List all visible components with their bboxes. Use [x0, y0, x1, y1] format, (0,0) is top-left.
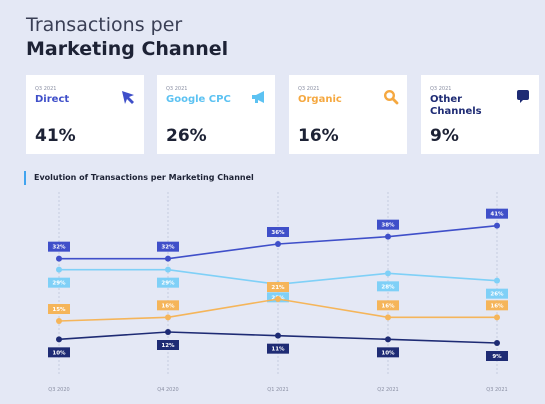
data-label: 15%	[52, 307, 66, 313]
line-chart: Q3 2020 Q4 2020 Q1 2021 Q2 2021 Q3 2021 32% 32…	[48, 192, 508, 393]
data-label-box	[157, 340, 179, 350]
data-point	[385, 270, 391, 277]
data-label-box	[486, 351, 508, 361]
data-label: 16%	[161, 303, 175, 309]
data-label: 16%	[490, 303, 504, 309]
x-tick-label: Q3 2021	[486, 387, 507, 393]
data-point	[165, 314, 171, 321]
data-label: 36%	[271, 230, 285, 236]
data-point	[275, 241, 281, 247]
card-period: Q3 2021	[166, 86, 188, 92]
x-tick-label: Q2 2021	[377, 387, 398, 393]
data-label-box	[486, 288, 508, 299]
card-period: Q3 2021	[298, 86, 320, 92]
data-label: 16%	[381, 303, 395, 309]
data-point	[385, 336, 391, 343]
data-point	[165, 266, 171, 273]
data-label: 12%	[161, 343, 175, 349]
data-label-box	[377, 347, 399, 358]
data-label: 9%	[492, 354, 502, 360]
data-label-box	[157, 241, 179, 252]
search-icon	[383, 89, 399, 105]
data-point	[56, 255, 62, 262]
data-label: 38%	[381, 223, 395, 229]
card-name: Organic	[298, 94, 342, 105]
data-label-box	[267, 343, 289, 354]
kpi-card-google-cpc[interactable]: Q3 2021 Google CPC 26%	[157, 75, 275, 154]
data-label-box	[377, 281, 399, 292]
data-label-box	[48, 277, 70, 288]
data-point	[165, 255, 171, 262]
card-value: 41%	[35, 126, 76, 146]
card-name: Direct	[35, 94, 70, 105]
page-title-line1: Transactions per	[26, 14, 183, 36]
card-value: 26%	[166, 126, 207, 146]
page-title-line2: Marketing Channel	[26, 38, 229, 60]
data-label: 21%	[271, 285, 285, 291]
data-label-box	[48, 347, 70, 358]
data-label-box	[486, 208, 508, 219]
x-tick-label: Q4 2020	[157, 387, 178, 393]
card-value: 9%	[430, 126, 459, 146]
data-point	[165, 329, 171, 335]
data-label: 29%	[161, 281, 175, 287]
x-tick-label: Q3 2020	[48, 387, 69, 393]
data-label: 10%	[52, 350, 66, 356]
cursor-arrow-icon	[122, 91, 134, 104]
data-label: 10%	[381, 350, 395, 356]
data-point	[56, 336, 62, 343]
data-point	[385, 314, 391, 321]
card-name: Other Channels	[430, 94, 482, 117]
data-label-box	[267, 282, 289, 292]
card-name: Google CPC	[166, 94, 231, 105]
data-label: 32%	[161, 245, 175, 251]
data-label: 41%	[490, 212, 504, 218]
card-value: 16%	[298, 126, 339, 146]
card-period: Q3 2021	[430, 86, 452, 92]
data-point	[56, 266, 62, 273]
data-label-box	[48, 241, 70, 252]
megaphone-icon	[252, 91, 264, 103]
data-point	[56, 318, 62, 324]
chat-bubble-icon	[517, 90, 529, 103]
data-point	[494, 277, 500, 284]
data-point	[385, 233, 391, 240]
data-label: 26%	[490, 292, 504, 298]
data-point	[494, 314, 500, 321]
data-label: 29%	[52, 281, 66, 287]
kpi-card-organic[interactable]: Q3 2021 Organic 16%	[289, 75, 407, 154]
section-accent-bar	[24, 171, 26, 185]
data-label-box	[157, 277, 179, 288]
card-period: Q3 2021	[35, 86, 57, 92]
data-label: 28%	[381, 284, 395, 290]
data-label-box	[157, 300, 179, 311]
x-tick-label: Q1 2021	[267, 387, 288, 393]
data-label-box	[486, 300, 508, 311]
data-label: 11%	[271, 347, 285, 353]
data-label-box	[267, 227, 289, 237]
chart-title: Evolution of Transactions per Marketing …	[34, 173, 254, 182]
data-point	[275, 296, 281, 302]
data-label-box	[377, 300, 399, 311]
data-label: 32%	[52, 245, 66, 251]
data-point	[494, 222, 500, 229]
data-point	[494, 340, 500, 346]
data-label-box	[377, 219, 399, 230]
data-point	[275, 332, 281, 339]
kpi-card-other-channels[interactable]: Q3 2021 Other Channels 9%	[421, 75, 539, 154]
data-label-box	[48, 304, 70, 314]
kpi-card-direct[interactable]: Q3 2021 Direct 41%	[26, 75, 144, 154]
